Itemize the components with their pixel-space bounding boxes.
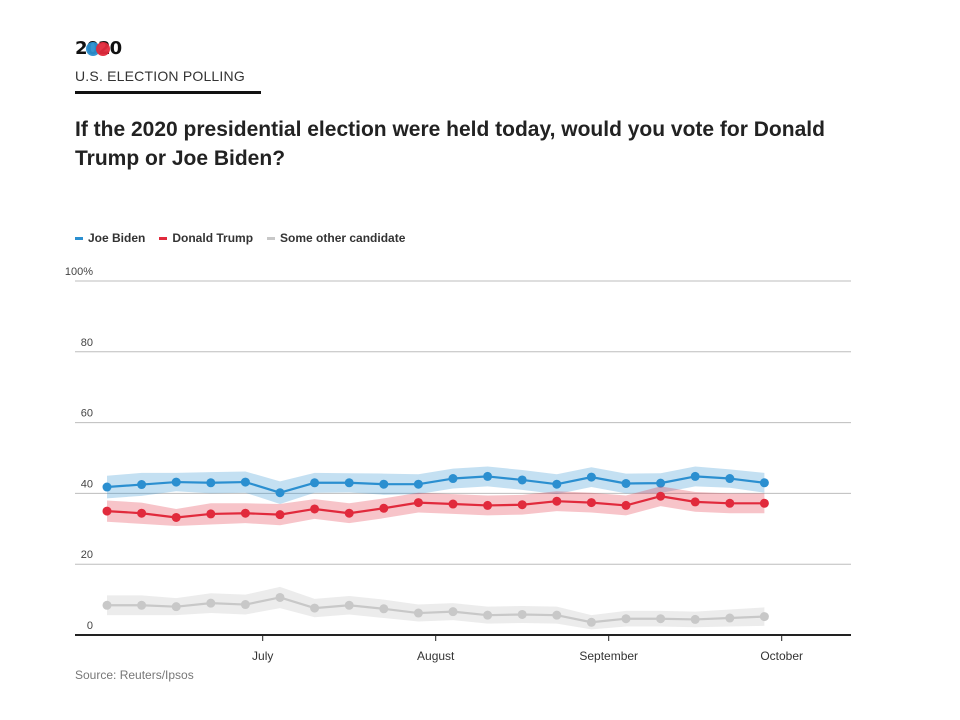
legend-swatch-other — [267, 236, 276, 240]
legend-swatch-biden — [75, 236, 83, 240]
data-point-other — [171, 602, 181, 612]
data-point-biden — [483, 471, 493, 481]
data-point-biden — [275, 488, 285, 498]
x-tick-label-september: September — [579, 649, 638, 663]
data-point-other — [759, 612, 769, 622]
data-point-other — [137, 600, 147, 610]
data-point-trump — [379, 503, 389, 513]
data-point-other — [448, 607, 458, 617]
data-point-biden — [552, 479, 562, 489]
data-point-other — [621, 614, 631, 624]
data-point-trump — [413, 498, 423, 508]
data-point-biden — [586, 472, 596, 482]
logo-red-dot-icon — [96, 42, 110, 56]
data-point-biden — [171, 477, 181, 487]
x-tick-label-july: July — [252, 649, 273, 663]
series-line-biden — [106, 475, 765, 494]
x-tick-label-october: October — [760, 649, 803, 663]
chart-legend: Joe Biden Donald Trump Some other candid… — [75, 231, 405, 245]
legend-swatch-trump — [159, 236, 168, 240]
data-point-trump — [586, 498, 596, 508]
source-note: Source: Reuters/Ipsos — [75, 668, 194, 682]
data-point-biden — [102, 482, 112, 492]
data-point-trump — [759, 498, 769, 508]
legend-label-biden: Joe Biden — [88, 231, 146, 245]
data-point-trump — [275, 510, 285, 520]
data-point-trump — [517, 500, 527, 510]
data-point-other — [586, 617, 596, 627]
data-point-other — [275, 592, 285, 602]
data-point-biden — [448, 474, 458, 484]
data-point-biden — [379, 479, 389, 489]
y-tick-label-0: 0 — [87, 620, 93, 632]
data-point-other — [413, 608, 423, 618]
y-tick-label-40: 40 — [81, 478, 93, 490]
data-point-trump — [448, 499, 458, 509]
x-tick-label-august: August — [417, 649, 455, 663]
data-point-other — [483, 610, 493, 620]
data-point-biden — [137, 480, 147, 490]
confidence-band-other — [107, 586, 765, 630]
data-point-other — [552, 610, 562, 620]
data-point-biden — [240, 477, 250, 487]
data-point-trump — [552, 496, 562, 506]
y-tick-label-20: 20 — [81, 549, 93, 561]
data-point-trump — [310, 504, 320, 514]
legend-item-other: Some other candidate — [267, 231, 405, 245]
data-point-biden — [759, 478, 769, 488]
data-point-biden — [656, 478, 666, 488]
data-point-biden — [725, 474, 735, 484]
data-point-biden — [310, 478, 320, 488]
legend-label-other: Some other candidate — [280, 231, 406, 245]
data-point-trump — [206, 509, 216, 519]
data-point-trump — [240, 508, 250, 518]
legend-item-biden: Joe Biden — [75, 231, 145, 245]
data-point-other — [656, 614, 666, 624]
data-point-trump — [102, 506, 112, 516]
data-point-biden — [517, 475, 527, 485]
series-line-trump — [106, 495, 765, 519]
data-point-trump — [483, 500, 493, 510]
page-title: If the 2020 presidential election were h… — [75, 118, 825, 170]
data-point-other — [206, 598, 216, 608]
data-point-other — [690, 614, 700, 624]
data-point-trump — [344, 508, 354, 518]
data-point-biden — [690, 471, 700, 481]
data-point-other — [379, 604, 389, 614]
data-point-other — [310, 603, 320, 613]
data-point-biden — [621, 478, 631, 488]
data-point-trump — [137, 508, 147, 518]
data-point-other — [102, 600, 112, 610]
data-point-trump — [725, 498, 735, 508]
legend-label-trump: Donald Trump — [172, 231, 254, 245]
y-tick-label-100: 100% — [65, 266, 93, 278]
data-point-trump — [621, 500, 631, 510]
data-point-other — [517, 609, 527, 619]
data-point-biden — [206, 478, 216, 488]
y-tick-label-60: 60 — [81, 408, 93, 420]
data-point-other — [344, 600, 354, 610]
y-tick-label-80: 80 — [81, 337, 93, 349]
data-point-other — [240, 600, 250, 610]
data-point-trump — [656, 491, 666, 501]
series-line-other — [107, 596, 765, 624]
data-point-biden — [344, 478, 354, 488]
legend-item-trump: Donald Trump — [159, 231, 253, 245]
data-point-biden — [413, 479, 423, 489]
data-point-trump — [690, 497, 700, 507]
data-point-other — [725, 613, 735, 623]
kicker-underline — [75, 91, 261, 94]
election-logo: 2020 — [75, 38, 135, 60]
confidence-band-biden — [107, 466, 765, 505]
confidence-band-trump — [107, 486, 765, 526]
section-kicker: U.S. ELECTION POLLING — [75, 68, 245, 84]
data-point-trump — [171, 512, 181, 522]
